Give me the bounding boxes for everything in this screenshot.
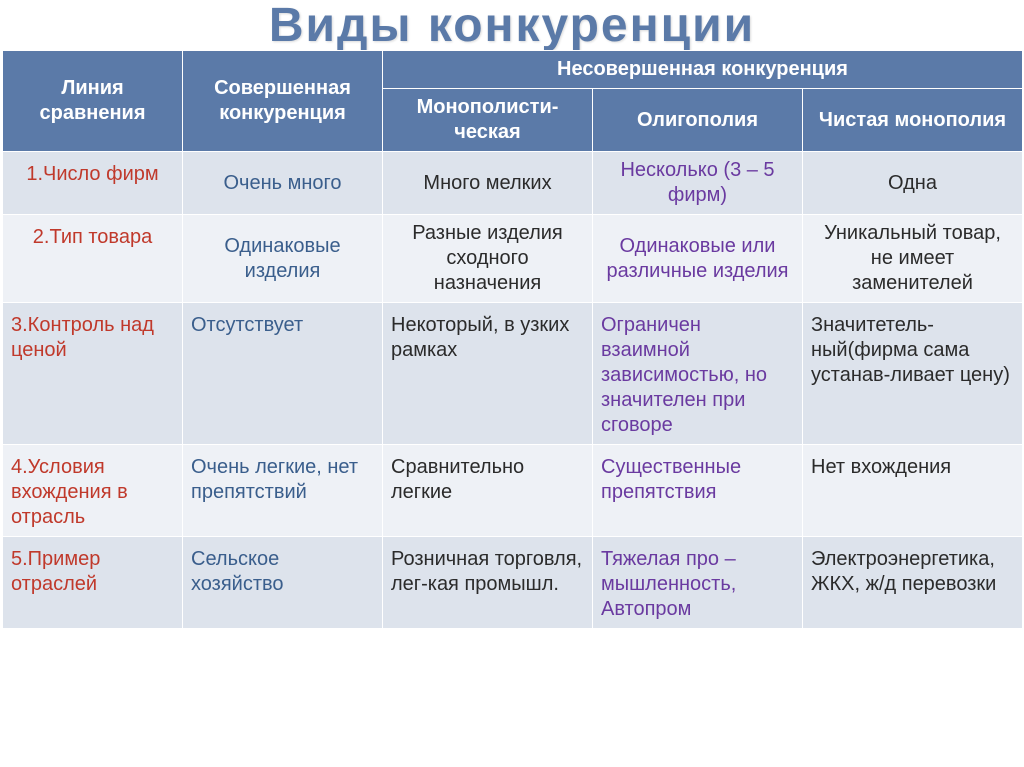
table-row: 5.Пример отраслейСельское хозяйствоРозни… bbox=[3, 537, 1023, 629]
cell-monopolistic: Некоторый, в узких рамках bbox=[383, 303, 593, 445]
table-row: 2.Тип товараОдинаковые изделияРазные изд… bbox=[3, 215, 1023, 303]
slide: Виды конкуренции Линия сравнения Соверше… bbox=[0, 0, 1024, 767]
cell-oligopoly: Ограничен взаимной зависимостью, но знач… bbox=[593, 303, 803, 445]
row-label: 4.Условия вхождения в отрасль bbox=[3, 445, 183, 537]
cell-monopolistic: Много мелких bbox=[383, 152, 593, 215]
cell-pure-monopoly: Электроэнергетика, ЖКХ, ж/д перевозки bbox=[803, 537, 1023, 629]
header-mono-comp: Монополисти-ческая bbox=[383, 89, 593, 152]
cell-monopolistic: Сравнительно легкие bbox=[383, 445, 593, 537]
table-row: 3.Контроль над ценойОтсутствуетНекоторый… bbox=[3, 303, 1023, 445]
cell-perfect: Одинаковые изделия bbox=[183, 215, 383, 303]
slide-title: Виды конкуренции bbox=[0, 0, 1024, 50]
table-header: Линия сравнения Совершенная конкуренция … bbox=[3, 51, 1023, 152]
cell-monopolistic: Разные изделия сходного назначения bbox=[383, 215, 593, 303]
cell-pure-monopoly: Значитетель-ный(фирма сама устанав-ливае… bbox=[803, 303, 1023, 445]
row-label: 3.Контроль над ценой bbox=[3, 303, 183, 445]
row-label: 2.Тип товара bbox=[3, 215, 183, 303]
cell-pure-monopoly: Уникальный товар, не имеет заменителей bbox=[803, 215, 1023, 303]
cell-perfect: Отсутствует bbox=[183, 303, 383, 445]
row-label: 5.Пример отраслей bbox=[3, 537, 183, 629]
cell-monopolistic: Розничная торговля, лег-кая промышл. bbox=[383, 537, 593, 629]
cell-perfect: Очень легкие, нет препятствий bbox=[183, 445, 383, 537]
comparison-table: Линия сравнения Совершенная конкуренция … bbox=[2, 50, 1023, 629]
cell-oligopoly: Одинаковые или различные изделия bbox=[593, 215, 803, 303]
cell-pure-monopoly: Одна bbox=[803, 152, 1023, 215]
row-label: 1.Число фирм bbox=[3, 152, 183, 215]
header-imperfect: Несовершенная конкуренция bbox=[383, 51, 1023, 89]
cell-oligopoly: Несколько (3 – 5 фирм) bbox=[593, 152, 803, 215]
cell-pure-monopoly: Нет вхождения bbox=[803, 445, 1023, 537]
header-comparison-line: Линия сравнения bbox=[3, 51, 183, 152]
table-body: 1.Число фирмОчень многоМного мелкихНеско… bbox=[3, 152, 1023, 629]
header-oligopoly: Олигополия bbox=[593, 89, 803, 152]
cell-oligopoly: Существенные препятствия bbox=[593, 445, 803, 537]
cell-perfect: Сельское хозяйство bbox=[183, 537, 383, 629]
header-pure-monopoly: Чистая монополия bbox=[803, 89, 1023, 152]
header-perfect: Совершенная конкуренция bbox=[183, 51, 383, 152]
cell-oligopoly: Тяжелая про –мышленность, Автопром bbox=[593, 537, 803, 629]
table-row: 4.Условия вхождения в отрасльОчень легки… bbox=[3, 445, 1023, 537]
table-row: 1.Число фирмОчень многоМного мелкихНеско… bbox=[3, 152, 1023, 215]
cell-perfect: Очень много bbox=[183, 152, 383, 215]
